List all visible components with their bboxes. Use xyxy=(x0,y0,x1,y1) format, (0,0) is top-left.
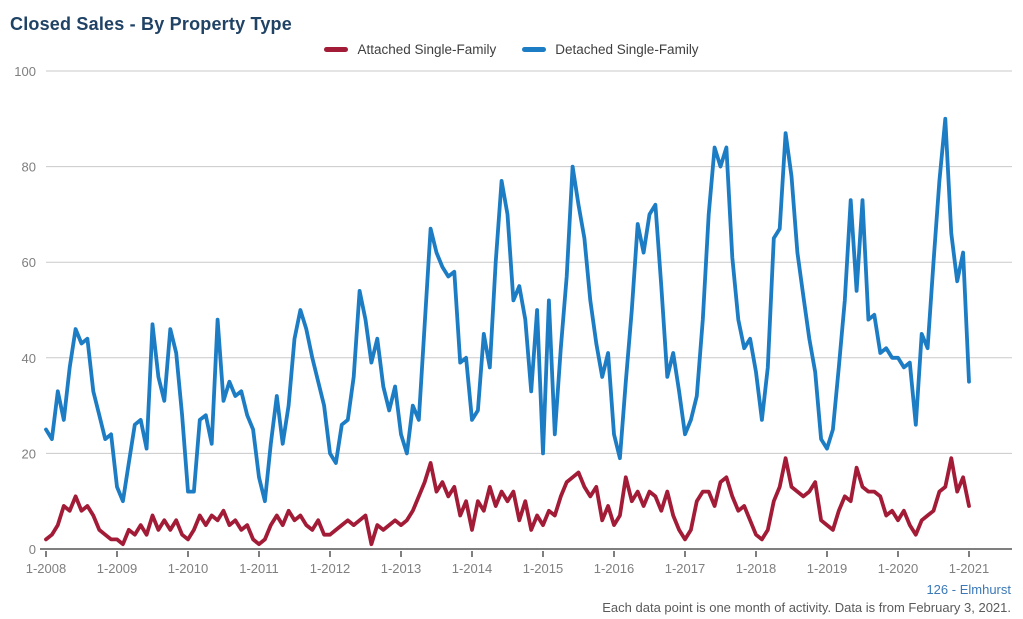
x-tick-label: 1-2018 xyxy=(736,561,776,576)
x-tick-label: 1-2008 xyxy=(26,561,66,576)
location-link[interactable]: 126 - Elmhurst xyxy=(926,582,1011,597)
series-line-detached xyxy=(44,116,971,504)
legend-item-label: Attached Single-Family xyxy=(357,41,497,57)
x-tick-label: 1-2019 xyxy=(807,561,847,576)
y-tick-label: 60 xyxy=(22,255,36,270)
x-tick-label: 1-2017 xyxy=(665,561,705,576)
x-tick-label: 1-2016 xyxy=(594,561,634,576)
y-tick-label: 0 xyxy=(29,542,36,557)
x-tick-label: 1-2011 xyxy=(239,561,279,576)
x-tick-label: 1-2012 xyxy=(310,561,350,576)
x-tick-label: 1-2010 xyxy=(168,561,208,576)
x-tick-label: 1-2021 xyxy=(949,561,989,576)
x-tick-label: 1-2020 xyxy=(878,561,918,576)
legend-item-detached[interactable]: Detached Single-Family xyxy=(522,41,699,57)
x-tick-label: 1-2015 xyxy=(523,561,563,576)
detached-series-swatch-icon xyxy=(522,46,547,52)
x-tick-label: 1-2014 xyxy=(452,561,492,576)
y-tick-label: 20 xyxy=(22,446,36,461)
legend-item-attached[interactable]: Attached Single-Family xyxy=(324,42,496,57)
y-tick-label: 100 xyxy=(14,64,36,79)
page-title: Closed Sales - By Property Type xyxy=(10,14,292,34)
legend-item-label: Detached Single-Family xyxy=(555,41,699,57)
y-tick-label: 80 xyxy=(22,160,36,175)
chart-legend: Attached Single-Family Detached Single-F… xyxy=(0,40,1023,58)
attached-series-swatch-icon xyxy=(324,46,349,52)
x-tick-label: 1-2009 xyxy=(97,561,137,576)
series-line-attached xyxy=(44,456,971,547)
x-tick-label: 1-2013 xyxy=(381,561,421,576)
data-source-note: Each data point is one month of activity… xyxy=(602,600,1011,615)
y-tick-label: 40 xyxy=(22,351,36,366)
